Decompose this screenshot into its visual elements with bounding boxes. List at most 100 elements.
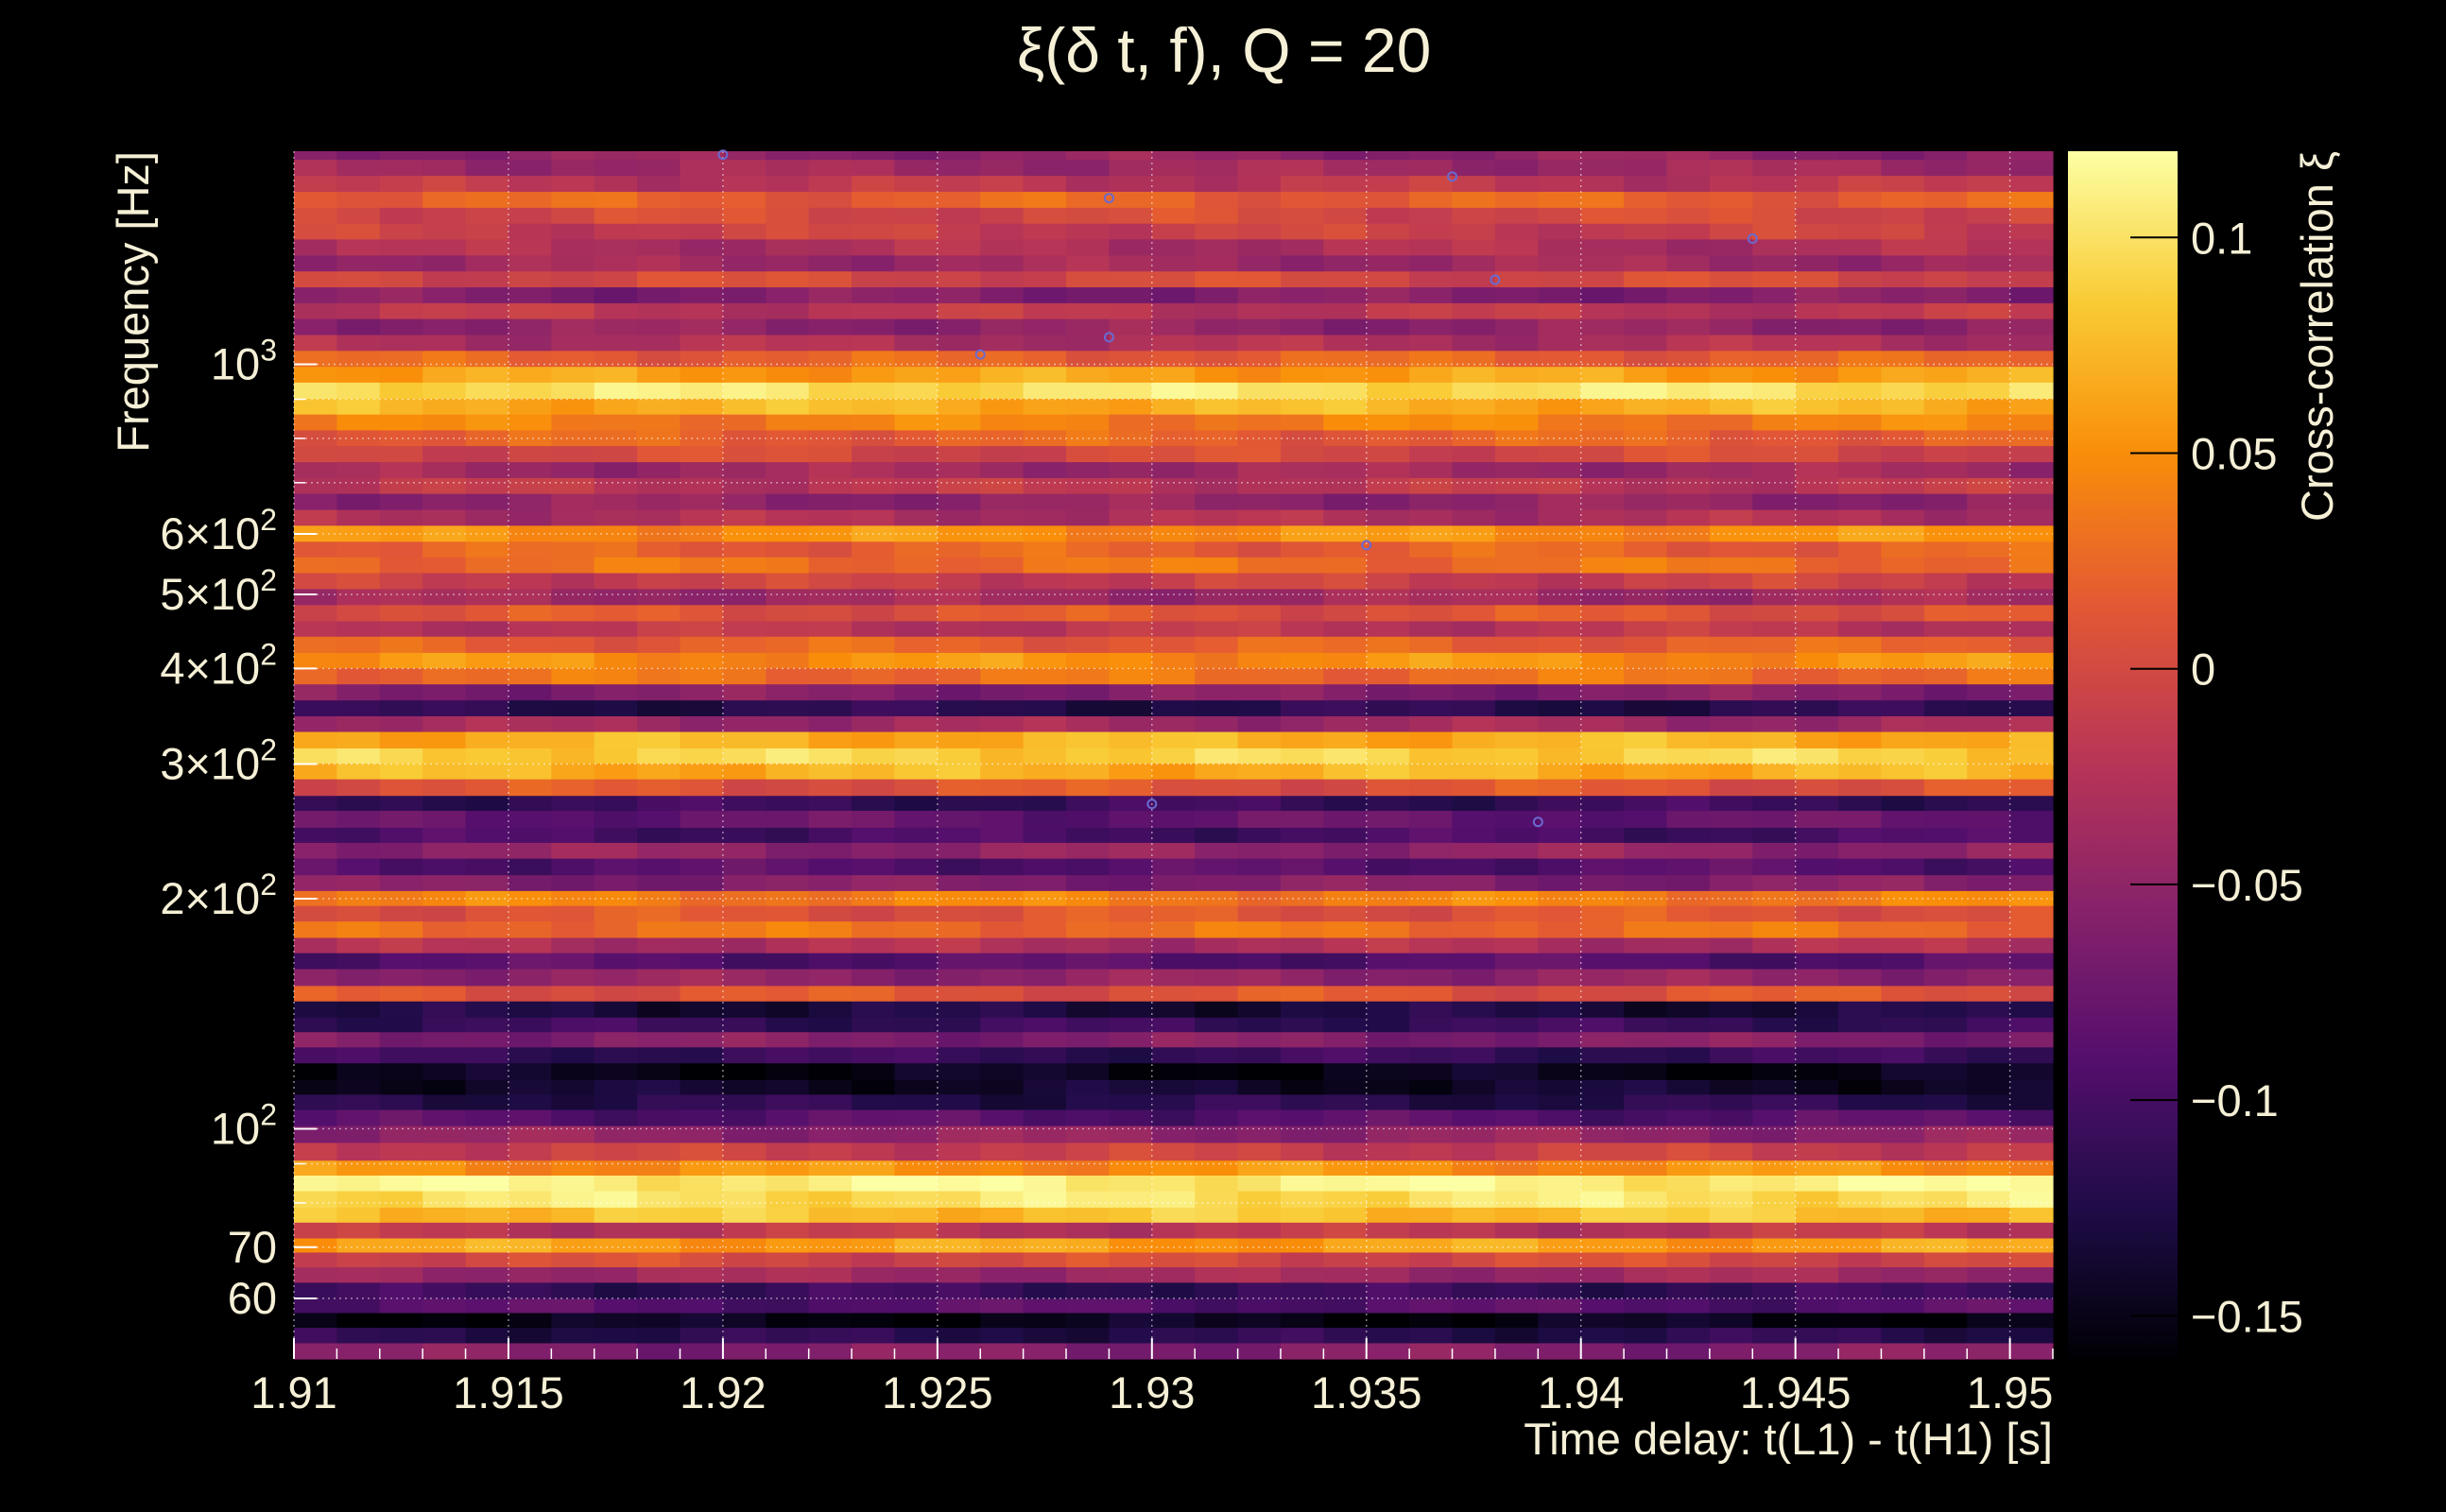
heatmap-cell: [637, 270, 681, 288]
heatmap-cell: [465, 810, 509, 828]
heatmap-cell: [980, 699, 1025, 716]
heatmap-cell: [336, 302, 381, 319]
heatmap-cell: [551, 254, 595, 272]
heatmap-cell: [1923, 493, 1968, 510]
heatmap-cell: [766, 1160, 810, 1176]
heatmap-cell: [422, 953, 467, 970]
heatmap-cell: [1195, 1190, 1239, 1208]
heatmap-cell: [1838, 270, 1883, 288]
heatmap-cell: [2009, 223, 2054, 240]
heatmap-cell: [508, 763, 552, 780]
heatmap-cell: [894, 1142, 939, 1161]
heatmap-cell: [1967, 604, 2011, 622]
heatmap-cell: [722, 286, 767, 303]
heatmap-cell: [1323, 382, 1368, 399]
heatmap-cell: [1066, 1207, 1111, 1223]
heatmap-cell: [722, 1190, 767, 1208]
heatmap-cell: [1752, 858, 1797, 876]
y-tick-label: 2×102: [160, 868, 277, 923]
heatmap-cell: [680, 429, 724, 447]
heatmap-cell: [422, 699, 467, 716]
heatmap-cell: [1366, 1342, 1410, 1360]
heatmap-cell: [465, 1190, 509, 1208]
heatmap-cell: [422, 1237, 467, 1253]
heatmap-cell: [1366, 270, 1410, 288]
heatmap-cell: [722, 810, 767, 828]
heatmap-cell: [1838, 905, 1883, 922]
heatmap-cell: [980, 318, 1025, 335]
heatmap-cell: [1280, 1142, 1324, 1161]
heatmap-cell: [379, 1266, 423, 1283]
heatmap-cell: [1881, 1062, 1925, 1080]
heatmap-cell: [852, 779, 896, 797]
heatmap-area[interactable]: [294, 151, 2054, 1360]
heatmap-cell: [1666, 1046, 1711, 1064]
heatmap-cell: [980, 1251, 1025, 1268]
heatmap-cell: [422, 318, 467, 335]
heatmap-cell: [722, 1222, 767, 1239]
heatmap-cell: [1923, 1109, 1968, 1126]
heatmap-cell: [1709, 286, 1753, 303]
heatmap-row: [294, 1125, 2054, 1143]
heatmap-cell: [1923, 159, 1968, 177]
heatmap-cell: [808, 493, 853, 510]
heatmap-cell: [1366, 1251, 1410, 1268]
heatmap-cell: [1151, 588, 1196, 606]
heatmap-cell: [1624, 810, 1668, 828]
heatmap-cell: [1280, 541, 1324, 558]
heatmap-cell: [1323, 968, 1368, 987]
heatmap-cell: [1538, 652, 1582, 669]
heatmap-cell: [1923, 175, 1968, 192]
heatmap-cell: [336, 318, 381, 335]
heatmap-cell: [1752, 191, 1797, 208]
heatmap-cell: [1023, 1142, 1067, 1161]
heatmap-cell: [594, 936, 638, 954]
heatmap-cell: [980, 874, 1025, 891]
heatmap-cell: [508, 1160, 552, 1176]
heatmap-cell: [680, 382, 724, 399]
heatmap-cell: [1023, 366, 1067, 383]
heatmap-cell: [1666, 318, 1711, 335]
heatmap-cell: [637, 1109, 681, 1126]
heatmap-cell: [1366, 1046, 1410, 1064]
peak-marker: [1103, 193, 1114, 204]
heatmap-cell: [852, 302, 896, 319]
heatmap-cell: [852, 398, 896, 415]
heatmap-cell: [1666, 905, 1711, 922]
heatmap-cell: [637, 1125, 681, 1143]
heatmap-cell: [1195, 795, 1239, 812]
heatmap-cell: [379, 524, 423, 542]
heatmap-cell: [1066, 1327, 1111, 1344]
heatmap-cell: [2009, 1207, 2054, 1223]
heatmap-cell: [1237, 1237, 1282, 1253]
heatmap-cell: [379, 715, 423, 732]
heatmap-cell: [379, 175, 423, 192]
heatmap-cell: [1967, 1001, 2011, 1018]
heatmap-cell: [980, 398, 1025, 415]
heatmap-cell: [1967, 524, 2011, 542]
heatmap-cell: [594, 1046, 638, 1064]
heatmap-cell: [808, 968, 853, 987]
heatmap-cell: [1237, 763, 1282, 780]
heatmap-cell: [852, 1190, 896, 1208]
heatmap-cell: [1494, 968, 1539, 987]
heatmap-cell: [1624, 254, 1668, 272]
heatmap-cell: [894, 1327, 939, 1344]
heatmap-cell: [1066, 302, 1111, 319]
heatmap-cell: [294, 1079, 337, 1095]
heatmap-cell: [1280, 1175, 1324, 1192]
heatmap-cell: [379, 557, 423, 574]
heatmap-cell: [680, 1001, 724, 1018]
heatmap-cell: [1494, 874, 1539, 891]
x-tick-label: 1.925: [882, 1367, 993, 1418]
heatmap-cell: [336, 1237, 381, 1253]
heatmap-cell: [1967, 1237, 2011, 1253]
heatmap-cell: [1280, 667, 1324, 685]
heatmap-cell: [1151, 1327, 1196, 1344]
heatmap-cell: [766, 652, 810, 669]
heatmap-cell: [508, 509, 552, 526]
heatmap-cell: [294, 699, 337, 716]
heatmap-cell: [937, 667, 981, 685]
heatmap-cell: [637, 920, 681, 938]
heatmap-cell: [1838, 366, 1883, 383]
